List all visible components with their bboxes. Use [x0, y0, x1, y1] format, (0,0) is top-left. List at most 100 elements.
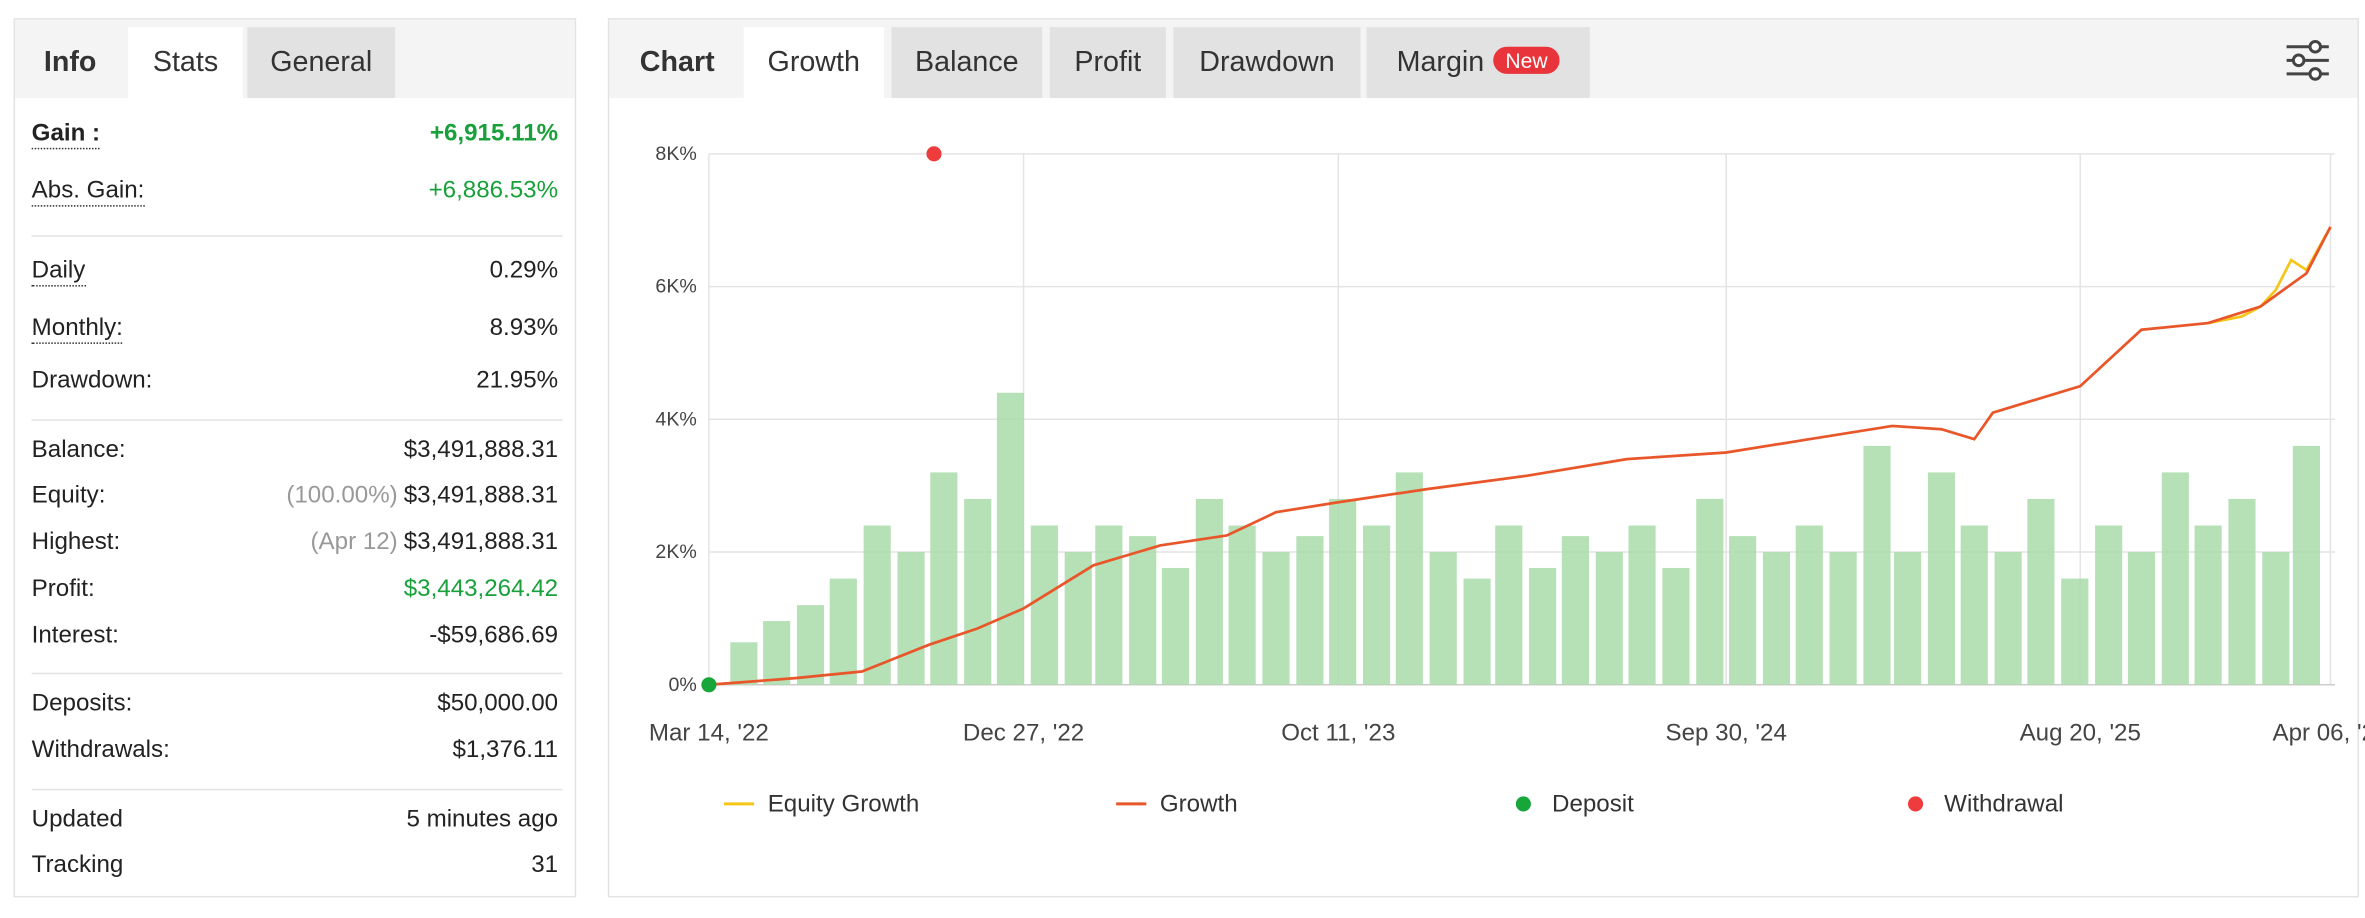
chart-panel: Chart Growth Balance Profit Drawdown Margin Ne… [607, 18, 2359, 898]
x-tick-label: Apr 06, '26 [2273, 720, 2365, 747]
activity-bar [2127, 552, 2156, 685]
stat-value: $50,000.00 [437, 691, 558, 718]
event-point [701, 677, 717, 693]
activity-bar [2194, 525, 2222, 685]
stat-label: Deposits: [31, 690, 133, 717]
new-badge: New [1493, 46, 1560, 74]
activity-bar [1628, 525, 1656, 685]
activity-bar [1228, 525, 1256, 685]
activity-bar [1195, 498, 1223, 685]
stat-value: +6,886.53% [429, 178, 559, 205]
stat-value: $3,443,264.42 [404, 576, 558, 603]
separator [31, 419, 563, 421]
tab[interactable]: Profit [1049, 27, 1166, 99]
activity-bar [2228, 498, 2256, 685]
stat-label: Drawdown: [31, 368, 153, 394]
stat-number: +6,915.11% [429, 120, 559, 147]
stat-label: Withdrawals: [31, 737, 170, 764]
stats-tabs: Info Stats General [15, 19, 575, 99]
stat-number: $3,443,264.42 [403, 576, 559, 602]
tab[interactable]: Drawdown [1173, 27, 1361, 99]
series-line [2207, 226, 2332, 325]
stat-number: $1,376.11 [452, 737, 559, 764]
legend-label[interactable]: Withdrawal [1944, 790, 2063, 817]
tab[interactable]: General [247, 27, 396, 99]
activity-bar [1429, 552, 1457, 685]
separator [31, 235, 563, 237]
tab[interactable]: Growth [743, 27, 884, 99]
separator [31, 672, 563, 675]
stat-value: $3,491,888.31 [404, 437, 558, 464]
stat-number: $3,491,888.31 [403, 529, 559, 556]
activity-bar [1463, 578, 1491, 685]
x-tick-label: Mar 14, '22 [649, 720, 769, 747]
activity-bar [1561, 536, 1589, 685]
stat-number: $3,491,888.31 [403, 482, 559, 509]
stat-number: $50,000.00 [437, 690, 559, 717]
legend-swatch [1515, 796, 1531, 812]
stat-value: 31 [531, 852, 558, 879]
stat-label: Abs. Gain: [31, 178, 145, 207]
stat-label: Daily [31, 258, 86, 287]
stat-value: 21.95% [476, 368, 558, 395]
stat-number: $3,491,888.31 [403, 437, 559, 464]
tab[interactable]: Margin New [1366, 27, 1590, 99]
tab[interactable]: Stats [128, 27, 243, 99]
activity-bar [1762, 552, 1791, 685]
activity-bar [1529, 567, 1557, 685]
stat-label: Highest: [31, 529, 121, 556]
activity-bar [1495, 525, 1523, 685]
activity-bar [1262, 552, 1290, 685]
stat-value: $1,376.11 [452, 738, 558, 765]
activity-bar [1296, 536, 1324, 685]
activity-bar [2161, 472, 2189, 685]
activity-bar [1662, 567, 1690, 685]
legend-label[interactable]: Growth [1160, 790, 1238, 817]
settings-icon[interactable] [2284, 38, 2332, 83]
activity-bar [1894, 552, 1922, 685]
activity-bar [1595, 552, 1623, 685]
event-point [926, 146, 942, 162]
stat-value: -$59,686.69 [429, 623, 558, 650]
stat-label: Profit: [31, 576, 95, 602]
stat-value: 5 minutes ago [406, 807, 558, 834]
y-tick-label: 4K% [655, 408, 696, 430]
activity-bar [1863, 445, 1891, 685]
activity-bar [2061, 578, 2089, 685]
stat-label: Monthly: [31, 315, 123, 344]
stat-number: 31 [531, 852, 559, 878]
activity-bar [1030, 525, 1058, 685]
stat-label: Balance: [31, 437, 126, 464]
stat-number: 5 minutes ago [406, 806, 559, 833]
activity-bar [1095, 525, 1123, 685]
activity-bar [1329, 498, 1357, 685]
activity-bar [1829, 552, 1857, 685]
legend-label[interactable]: Deposit [1552, 790, 1634, 817]
stat-number: +6,886.53% [428, 177, 559, 204]
activity-bar [2027, 498, 2055, 685]
activity-bar [796, 605, 825, 685]
activity-bar [2292, 445, 2321, 685]
series-line [708, 226, 2332, 687]
activity-bar [730, 642, 758, 685]
tab[interactable]: Chart [639, 46, 715, 79]
stat-label: Equity: [31, 482, 106, 509]
y-tick-label: 6K% [655, 276, 696, 298]
legend-label[interactable]: Equity Growth [768, 790, 920, 817]
tab[interactable]: Balance [891, 27, 1043, 99]
activity-bar [930, 472, 958, 685]
tab[interactable]: Info [43, 46, 97, 79]
activity-bar [2095, 525, 2123, 685]
activity-bar [1161, 567, 1190, 685]
activity-bar [996, 392, 1025, 685]
activity-bar [1795, 525, 1823, 685]
stat-number: 21.95% [476, 368, 559, 394]
stat-note: (Apr 12) [310, 529, 398, 556]
stat-value: 8.93% [490, 315, 558, 342]
activity-bar [763, 621, 791, 685]
activity-bar [1927, 472, 1956, 685]
activity-bar [1362, 525, 1391, 685]
